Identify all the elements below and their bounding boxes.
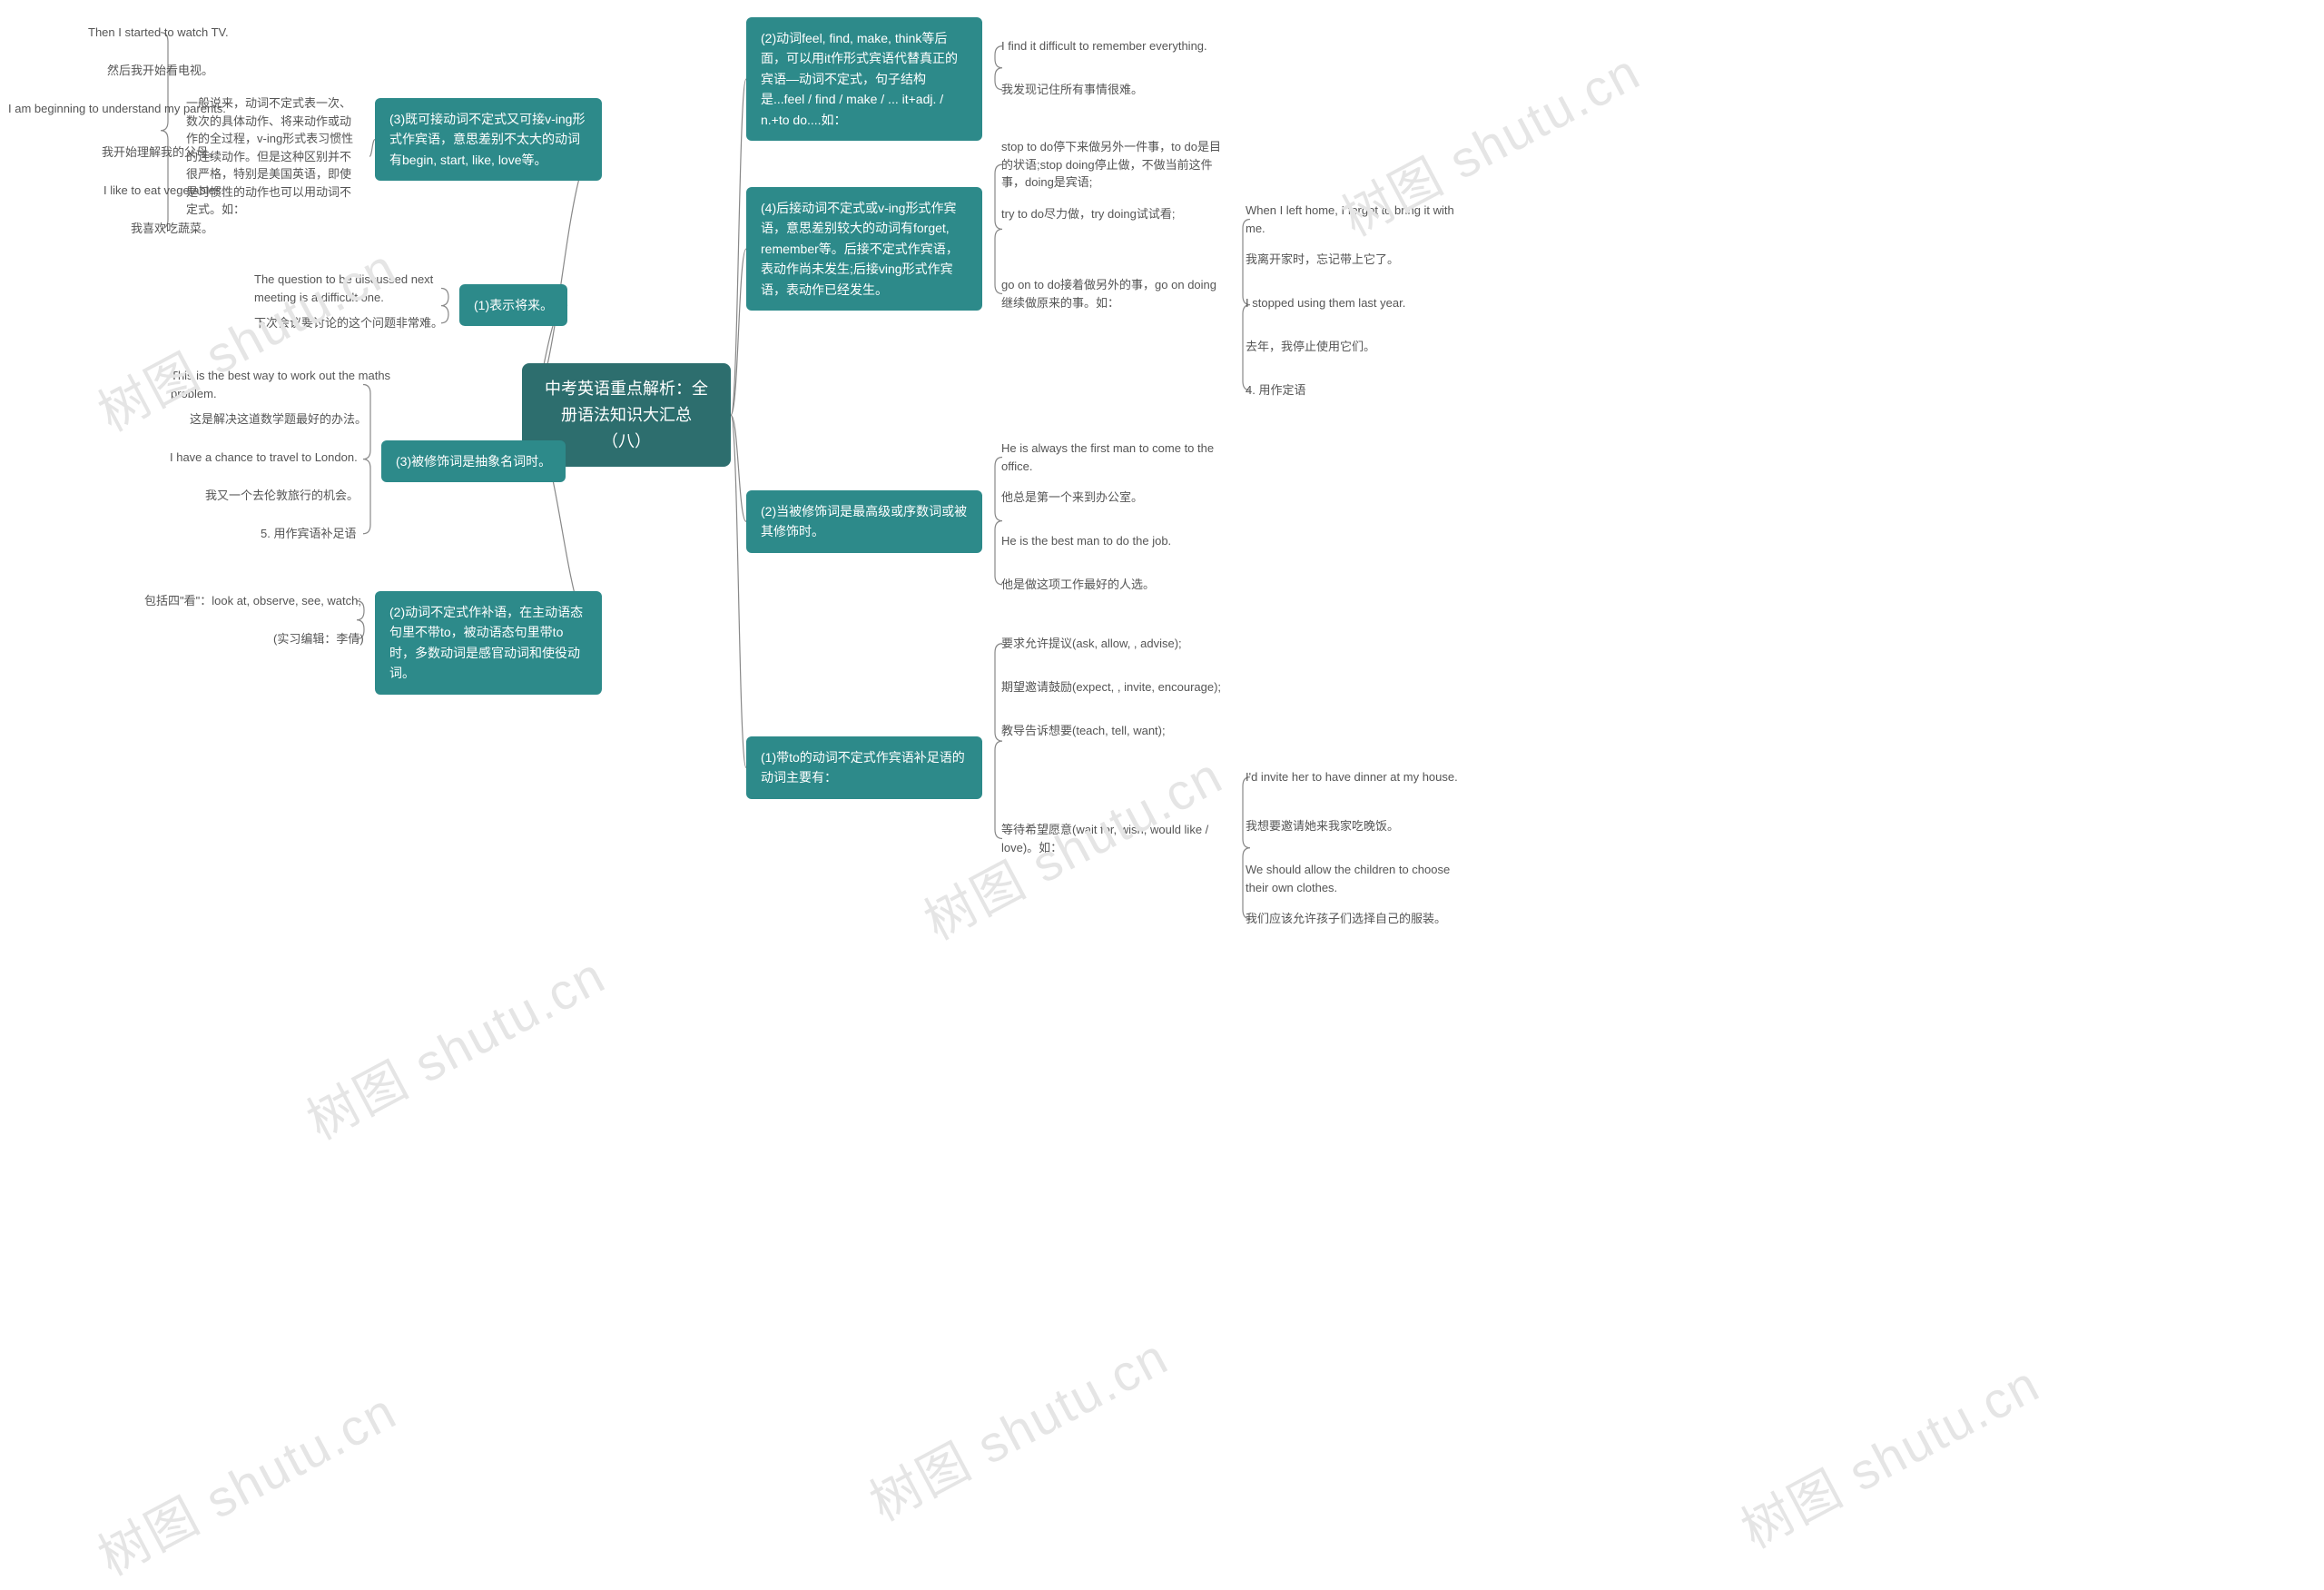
sub-R2-2-2: I stopped using them last year. [1238, 291, 1413, 316]
sub-R2-2-1: 我离开家时，忘记带上它了。 [1238, 247, 1406, 272]
leaf-L3-2: I have a chance to travel to London. [162, 445, 365, 470]
leaf-L2-0: The question to be discussed next meetin… [247, 267, 483, 310]
leaf-R2-0: stop to do停下来做另外一件事，to do是目的状语;stop doin… [994, 134, 1230, 195]
leaf-L4-1: (实习编辑：李倩) [266, 627, 371, 652]
leaf-L1-5: 我喜欢吃蔬菜。 [123, 216, 221, 242]
sub-R2-2-4: 4. 用作定语 [1238, 378, 1313, 403]
sub-R4-3-1: 我想要邀请她来我家吃晚饭。 [1238, 814, 1406, 839]
leaf-L3-0: This is the best way to work out the mat… [163, 363, 399, 406]
watermark: 树图 shutu.cn [84, 1371, 408, 1590]
leaf-L3-1: 这是解决这道数学题最好的办法。 [182, 407, 374, 432]
leaf-R4-0: 要求允许提议(ask, allow, , advise); [994, 631, 1189, 657]
leaf-R3-2: He is the best man to do the job. [994, 528, 1178, 554]
leaf-R1-0: I find it difficult to remember everythi… [994, 34, 1215, 59]
leaf-L3-3: 我又一个去伦敦旅行的机会。 [198, 483, 366, 509]
leaf-R4-2: 教导告诉想要(teach, tell, want); [994, 718, 1173, 744]
branch-L4: (2)动词不定式作补语，在主动语态句里不带to，被动语态句里带to时，多数动词是… [375, 591, 602, 695]
sub-R4-3-3: 我们应该允许孩子们选择自己的服装。 [1238, 906, 1453, 932]
leaf-R4-3: 等待希望愿意(wait for, wish, would like / love… [994, 817, 1230, 860]
sub-R4-3-2: We should allow the children to choose t… [1238, 857, 1474, 900]
leaf-R1-1: 我发现记住所有事情很难。 [994, 77, 1150, 103]
watermark: 树图 shutu.cn [1727, 1344, 2051, 1563]
sub-R2-2-0: When I left home, I forgot to bring it w… [1238, 198, 1474, 241]
branch-R4: (1)带to的动词不定式作宾语补足语的动词主要有： [746, 736, 982, 799]
leaf-L1-1: 然后我开始看电视。 [100, 58, 221, 84]
leaf-L1-3: 我开始理解我的父母。 [94, 140, 227, 165]
leaf-R2-1: try to do尽力做，try doing试试看; [994, 202, 1182, 227]
leaf-L1-2: I am beginning to understand my parents. [1, 96, 233, 122]
branch-R3: (2)当被修饰词是最高级或序数词或被其修饰时。 [746, 490, 982, 553]
branch-L1: (3)既可接动词不定式又可接v-ing形式作宾语，意思差别不太大的动词有begi… [375, 98, 602, 181]
leaf-R2-2: go on to do接着做另外的事，go on doing继续做原来的事。如： [994, 272, 1230, 315]
leaf-R4-1: 期望邀请鼓励(expect, , invite, encourage); [994, 675, 1228, 700]
leaf-L1-4: I like to eat vegetables. [96, 178, 231, 203]
leaf-L3-4: 5. 用作宾语补足语 [253, 521, 363, 547]
leaf-L1-0: Then I started to watch TV. [81, 20, 236, 45]
leaf-R3-1: 他总是第一个来到办公室。 [994, 485, 1150, 510]
watermark: 树图 shutu.cn [292, 935, 616, 1154]
sub-R2-2-3: 去年，我停止使用它们。 [1238, 334, 1383, 360]
leaf-R3-3: 他是做这项工作最好的人选。 [994, 572, 1162, 597]
branch-R1: (2)动词feel, find, make, think等后面，可以用it作形式… [746, 17, 982, 141]
sub-R4-3-0: I'd invite her to have dinner at my hous… [1238, 765, 1465, 790]
leaf-R3-0: He is always the first man to come to th… [994, 436, 1230, 479]
watermark: 树图 shutu.cn [855, 1317, 1179, 1536]
branch-L3: (3)被修饰词是抽象名词时。 [381, 440, 566, 482]
leaf-L4-0: 包括四"看"：look at, observe, see, watch; [137, 588, 369, 614]
branch-R2: (4)后接动词不定式或v-ing形式作宾语，意思差别较大的动词有forget, … [746, 187, 982, 311]
leaf-L2-1: 下次会议要讨论的这个问题非常难。 [247, 311, 450, 336]
